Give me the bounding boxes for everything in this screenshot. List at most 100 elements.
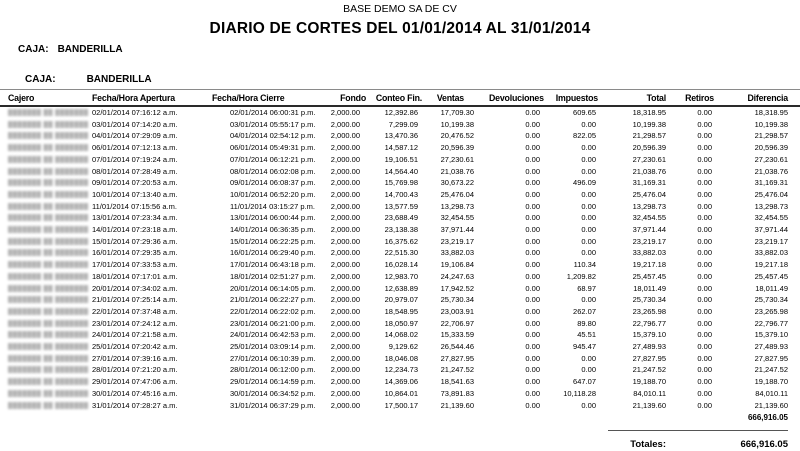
table-cell: 0.00: [697, 377, 712, 387]
table-row: ▓▓▓▓▓▓▓ ▓▓ ▓▓▓▓▓▓▓ 06/01/2014 07:12:13 a.…: [0, 142, 800, 154]
table-cell: 27,489.93: [754, 342, 788, 352]
redacted-cashier-name: ▓▓▓▓▓▓▓ ▓▓ ▓▓▓▓▓▓▓: [8, 145, 89, 152]
table-cell: 0.00: [697, 236, 712, 246]
table-cell: 06/01/2014 05:49:31 p.m.: [230, 143, 316, 153]
table-cell: 0.00: [525, 342, 540, 352]
table-cell: 10,199.38: [440, 119, 474, 129]
table-cell: 0.00: [581, 400, 596, 410]
table-cell: 21/01/2014 07:25:14 a.m.: [92, 295, 178, 305]
table-cell: 07/01/2014 06:12:21 p.m.: [230, 154, 316, 164]
table-cell: 0.00: [525, 353, 540, 363]
table-cell: 110.34: [573, 260, 596, 270]
cajero-cell: ▓▓▓▓▓▓▓ ▓▓ ▓▓▓▓▓▓▓: [0, 294, 90, 306]
table-cell: 06/01/2014 07:12:13 a.m.: [92, 143, 178, 153]
table-cell: 03/01/2014 05:55:17 p.m.: [230, 119, 316, 129]
table-cell: 21/01/2014 06:22:27 p.m.: [230, 295, 316, 305]
table-cell: 0.00: [697, 283, 712, 293]
redacted-cashier-name: ▓▓▓▓▓▓▓ ▓▓ ▓▓▓▓▓▓▓: [8, 227, 89, 234]
table-cell: 0.00: [697, 260, 712, 270]
table-cell: 15/01/2014 07:29:36 a.m.: [92, 236, 178, 246]
table-cell: 15,333.59: [440, 330, 474, 340]
table-cell: 0.00: [525, 318, 540, 328]
table-cell: 0.00: [581, 225, 596, 235]
table-row: ▓▓▓▓▓▓▓ ▓▓ ▓▓▓▓▓▓▓ 21/01/2014 07:25:14 a.…: [0, 294, 800, 306]
table-cell: 2,000.00: [330, 377, 360, 387]
table-cell: 12,983.70: [384, 271, 418, 281]
table-cell: 14,369.06: [384, 377, 418, 387]
table-cell: 27,230.61: [754, 154, 788, 164]
table-cell: 19,217.18: [754, 260, 788, 270]
table-cell: 30/01/2014 07:45:16 a.m.: [92, 388, 178, 398]
cajero-cell: ▓▓▓▓▓▓▓ ▓▓ ▓▓▓▓▓▓▓: [0, 177, 90, 189]
table-cell: 0.00: [697, 342, 712, 352]
table-cell: 0.00: [581, 119, 596, 129]
table-cell: 0.00: [581, 353, 596, 363]
table-row: ▓▓▓▓▓▓▓ ▓▓ ▓▓▓▓▓▓▓ 28/01/2014 07:21:20 a.…: [0, 364, 800, 376]
table-cell: 17,709.30: [440, 108, 474, 117]
totals-row: Totales: 666,916.05: [0, 439, 800, 451]
table-cell: 21,038.76: [632, 166, 666, 176]
table-cell: 2,000.00: [330, 131, 360, 141]
table-cell: 13,577.59: [384, 201, 418, 211]
table-cell: 13,470.36: [384, 131, 418, 141]
redacted-cashier-name: ▓▓▓▓▓▓▓ ▓▓ ▓▓▓▓▓▓▓: [8, 110, 89, 116]
table-cell: 45.51: [577, 330, 596, 340]
table-cell: 09/01/2014 07:20:53 a.m.: [92, 178, 178, 188]
table-cell: 0.00: [525, 201, 540, 211]
cajero-cell: ▓▓▓▓▓▓▓ ▓▓ ▓▓▓▓▓▓▓: [0, 341, 90, 353]
redacted-cashier-name: ▓▓▓▓▓▓▓ ▓▓ ▓▓▓▓▓▓▓: [8, 320, 89, 327]
table-row: ▓▓▓▓▓▓▓ ▓▓ ▓▓▓▓▓▓▓ 10/01/2014 07:13:40 a.…: [0, 189, 800, 201]
table-cell: 0.00: [581, 154, 596, 164]
caja-value: BANDERILLA: [86, 74, 152, 85]
table-cell: 0.00: [581, 248, 596, 258]
table-cell: 19,217.18: [632, 260, 666, 270]
table-cell: 15,379.10: [754, 330, 788, 340]
redacted-cashier-name: ▓▓▓▓▓▓▓ ▓▓ ▓▓▓▓▓▓▓: [8, 121, 89, 128]
company-name: BASE DEMO SA DE CV: [343, 3, 457, 15]
cajero-cell: ▓▓▓▓▓▓▓ ▓▓ ▓▓▓▓▓▓▓: [0, 306, 90, 318]
table-row: ▓▓▓▓▓▓▓ ▓▓ ▓▓▓▓▓▓▓ 23/01/2014 07:24:12 a.…: [0, 318, 800, 330]
table-cell: 16,028.14: [384, 260, 418, 270]
table-cell: 0.00: [697, 271, 712, 281]
redacted-cashier-name: ▓▓▓▓▓▓▓ ▓▓ ▓▓▓▓▓▓▓: [8, 367, 89, 374]
redacted-cashier-name: ▓▓▓▓▓▓▓ ▓▓ ▓▓▓▓▓▓▓: [8, 332, 89, 339]
table-cell: 2,000.00: [330, 119, 360, 129]
table-cell: 0.00: [525, 248, 540, 258]
table-cell: 0.00: [697, 154, 712, 164]
table-cell: 27,827.95: [440, 353, 474, 363]
table-row: ▓▓▓▓▓▓▓ ▓▓ ▓▓▓▓▓▓▓ 25/01/2014 07:20:42 a.…: [0, 341, 800, 353]
table-cell: 0.00: [697, 189, 712, 199]
table-cell: 22,796.77: [754, 318, 788, 328]
table-cell: 22,515.30: [384, 248, 418, 258]
table-cell: 84,010.11: [633, 388, 666, 398]
table-row: ▓▓▓▓▓▓▓ ▓▓ ▓▓▓▓▓▓▓ 13/01/2014 07:23:34 a.…: [0, 212, 800, 224]
table-cell: 25,476.04: [632, 189, 666, 199]
table-cell: 0.00: [697, 166, 712, 176]
table-cell: 21,298.57: [632, 131, 666, 141]
table-cell: 14,564.40: [384, 166, 418, 176]
cajero-cell: ▓▓▓▓▓▓▓ ▓▓ ▓▓▓▓▓▓▓: [0, 130, 90, 142]
table-cell: 18,011.49: [633, 283, 666, 293]
table-cell: 0.00: [525, 131, 540, 141]
table-cell: 84,010.11: [755, 388, 788, 398]
table-cell: 13/01/2014 07:23:34 a.m.: [92, 213, 178, 223]
table-cell: 2,000.00: [330, 260, 360, 270]
table-cell: 0.00: [525, 108, 540, 117]
table-cell: 945.47: [573, 342, 596, 352]
table-cell: 27,230.61: [440, 154, 474, 164]
redacted-cashier-name: ▓▓▓▓▓▓▓ ▓▓ ▓▓▓▓▓▓▓: [8, 180, 89, 187]
cajero-cell: ▓▓▓▓▓▓▓ ▓▓ ▓▓▓▓▓▓▓: [0, 364, 90, 376]
table-cell: 18/01/2014 02:51:27 p.m.: [230, 271, 316, 281]
table-cell: 09/01/2014 06:08:37 p.m.: [230, 178, 316, 188]
cajero-cell: ▓▓▓▓▓▓▓ ▓▓ ▓▓▓▓▓▓▓: [0, 259, 90, 271]
redacted-cashier-name: ▓▓▓▓▓▓▓ ▓▓ ▓▓▓▓▓▓▓: [8, 308, 89, 315]
table-cell: 15,769.98: [384, 178, 418, 188]
table-cell: 37,971.44: [440, 225, 474, 235]
table-cell: 18,548.95: [384, 306, 418, 316]
table-cell: 14/01/2014 07:23:18 a.m.: [92, 225, 178, 235]
table-cell: 21,038.76: [754, 166, 788, 176]
table-cell: 20/01/2014 06:14:05 p.m.: [230, 283, 316, 293]
table-cell: 0.00: [525, 225, 540, 235]
table-row: ▓▓▓▓▓▓▓ ▓▓ ▓▓▓▓▓▓▓ 17/01/2014 07:33:53 a.…: [0, 259, 800, 271]
table-cell: 12,638.89: [384, 283, 418, 293]
